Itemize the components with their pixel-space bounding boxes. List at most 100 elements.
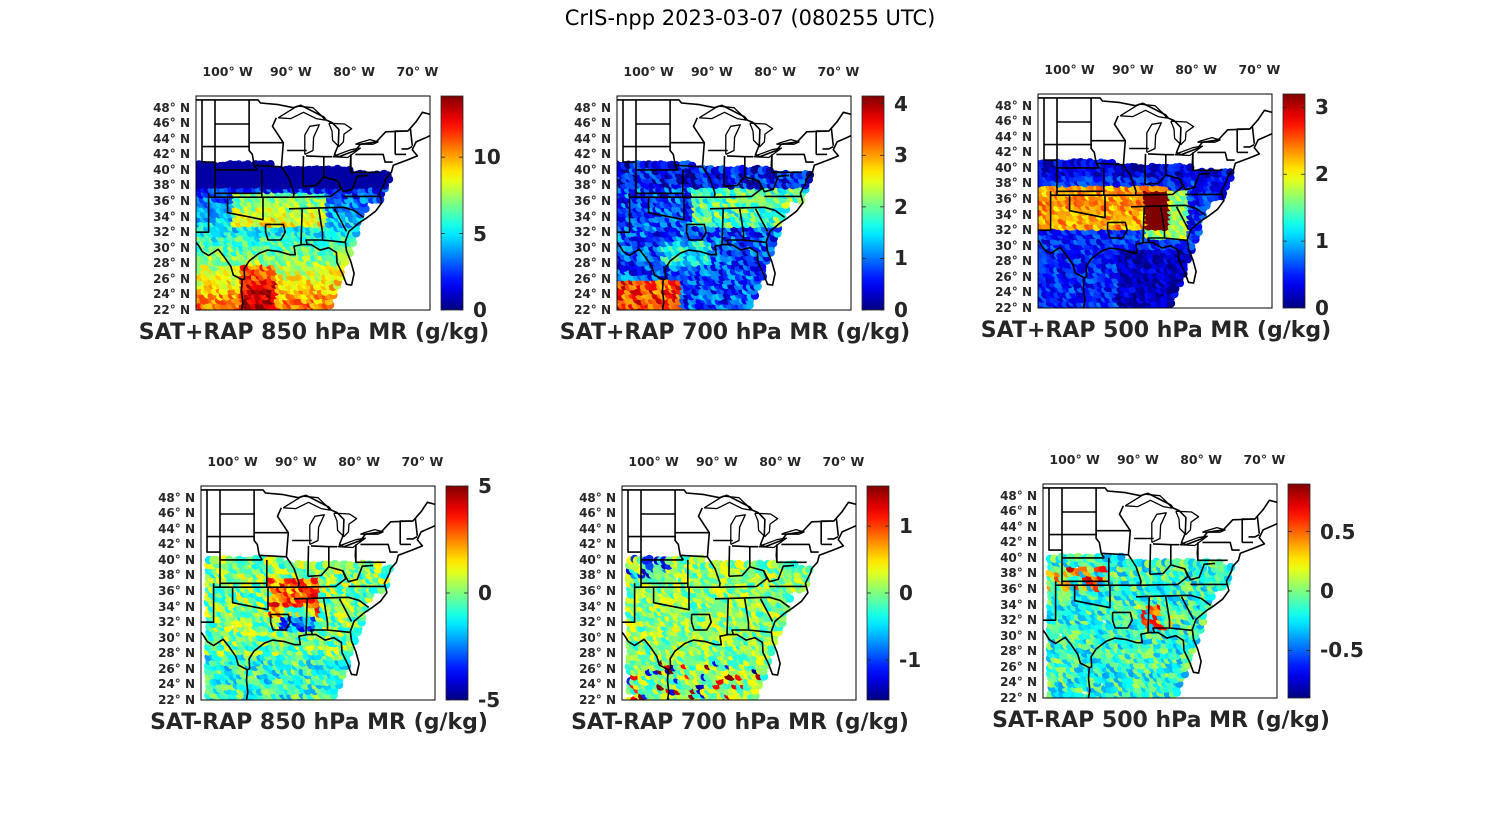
lake-outline xyxy=(355,138,379,145)
lake-outline xyxy=(304,124,320,155)
lon-tick-label: 80° W xyxy=(754,64,796,79)
state-boundary xyxy=(1236,128,1250,153)
lat-tick-label: 36° N xyxy=(995,192,1032,207)
state-boundary xyxy=(701,166,716,198)
map-frame xyxy=(195,95,431,311)
figure-title: CrIS-npp 2023-03-07 (080255 UTC) xyxy=(564,6,936,30)
lon-tick-label: 80° W xyxy=(333,64,375,79)
map-boundaries xyxy=(617,99,851,310)
lat-tick-label: 30° N xyxy=(574,240,611,255)
lake-outline xyxy=(749,122,774,148)
panel-title: SAT+RAP 500 hPa MR (g/kg) xyxy=(980,318,1332,343)
map-plot xyxy=(616,95,885,311)
lat-tick-label: 42° N xyxy=(153,147,190,162)
lat-tick-label: 38° N xyxy=(574,178,611,193)
lat-tick-label: 40° N xyxy=(574,162,611,177)
state-boundary xyxy=(1050,194,1106,219)
lat-tick-label: 28° N xyxy=(574,256,611,271)
colorbar-tick-label: 0 xyxy=(473,298,487,322)
state-boundary xyxy=(617,193,631,233)
lat-tick-label: 36° N xyxy=(158,584,195,599)
state-boundary xyxy=(394,130,408,155)
lon-tick-label: 70° W xyxy=(401,454,444,469)
country-outline xyxy=(196,99,430,286)
data-point xyxy=(1107,159,1117,168)
state-boundary xyxy=(1090,97,1100,169)
coastline xyxy=(661,279,665,310)
colorbar-tick-label: 10 xyxy=(473,145,501,170)
data-point xyxy=(345,166,354,175)
state-boundary xyxy=(1122,164,1137,196)
state-boundary xyxy=(248,99,258,171)
state-boundary xyxy=(208,196,264,221)
lon-tick-label: 90° W xyxy=(1111,62,1154,77)
state-boundary xyxy=(629,196,685,221)
state-boundary xyxy=(302,155,305,187)
lake-outline xyxy=(1174,145,1204,157)
lat-tick-label: 34° N xyxy=(158,599,195,614)
lat-tick-label: 42° N xyxy=(158,537,195,552)
lat-tick-label: 32° N xyxy=(574,225,611,240)
panel-sat-minus-rap-850: 100° W 90° W 80° W 70° W 48° N 46° N 44° N 42° … xyxy=(129,450,549,750)
lat-tick-label: 48° N xyxy=(995,98,1032,113)
colorbar xyxy=(861,95,885,311)
colorbar-tick-label: 1 xyxy=(1315,229,1329,254)
lon-tick-label: 90° W xyxy=(690,64,733,79)
state-boundary xyxy=(743,239,766,244)
lake-outline xyxy=(1119,103,1168,119)
state-boundary xyxy=(1091,139,1127,166)
panel-sat-plus-rap-850: 100° W 90° W 80° W 70° W 48° N 46° N 44° N 42° … xyxy=(124,60,544,360)
lon-tick-label: 100° W xyxy=(623,64,674,79)
lon-tick-label: 70° W xyxy=(817,64,860,79)
map-plot xyxy=(195,95,464,311)
lon-tick-label: 80° W xyxy=(338,454,380,469)
lat-tick-label: 24° N xyxy=(995,285,1032,300)
lon-tick-label: 90° W xyxy=(269,64,312,79)
lat-tick-label: 26° N xyxy=(153,271,190,286)
state-boundary xyxy=(322,239,345,244)
data-swath xyxy=(1038,158,1235,308)
lat-tick-label: 26° N xyxy=(158,661,195,676)
state-boundary xyxy=(1191,152,1194,171)
lat-tick-label: 46° N xyxy=(153,116,190,131)
lat-tick-label: 34° N xyxy=(995,207,1032,222)
lon-tick-label: 70° W xyxy=(1238,62,1281,77)
state-boundary xyxy=(709,206,786,219)
state-boundary xyxy=(723,155,726,187)
lat-tick-label: 42° N xyxy=(995,145,1032,160)
state-boundary xyxy=(822,145,834,150)
state-boundary xyxy=(692,117,705,144)
state-boundary xyxy=(196,193,210,233)
state-boundary xyxy=(349,154,352,173)
state-boundary xyxy=(288,206,365,219)
data-point xyxy=(765,166,774,176)
lat-tick-label: 48° N xyxy=(158,490,195,505)
lat-tick-label: 24° N xyxy=(158,677,195,692)
data-swath xyxy=(617,160,815,310)
state-boundary xyxy=(305,155,332,158)
state-boundary xyxy=(1164,237,1187,242)
state-boundary xyxy=(355,153,393,163)
lat-tick-label: 48° N xyxy=(574,100,611,115)
state-boundary xyxy=(670,141,706,168)
state-boundary xyxy=(249,141,285,168)
lat-tick-label: 28° N xyxy=(995,254,1032,269)
lake-outline xyxy=(1170,120,1195,146)
lake-outline xyxy=(332,147,362,159)
map-plot xyxy=(200,485,469,701)
lat-tick-label: 28° N xyxy=(158,646,195,661)
lon-tick-label: 100° W xyxy=(1044,62,1095,77)
state-boundary xyxy=(409,128,414,146)
lat-tick-label: 26° N xyxy=(574,271,611,286)
state-boundary xyxy=(280,166,295,198)
state-boundary xyxy=(622,99,636,163)
colorbar-tick-label: 0 xyxy=(1315,296,1329,320)
lat-tick-label: 36° N xyxy=(574,194,611,209)
lake-outline xyxy=(277,105,326,121)
lon-tick-label: 70° W xyxy=(396,64,439,79)
lon-tick-label: 90° W xyxy=(274,454,317,469)
lat-tick-label: 44° N xyxy=(995,129,1032,144)
state-boundary xyxy=(333,208,348,232)
lat-tick-label: 40° N xyxy=(158,552,195,567)
state-boundary xyxy=(300,208,303,245)
